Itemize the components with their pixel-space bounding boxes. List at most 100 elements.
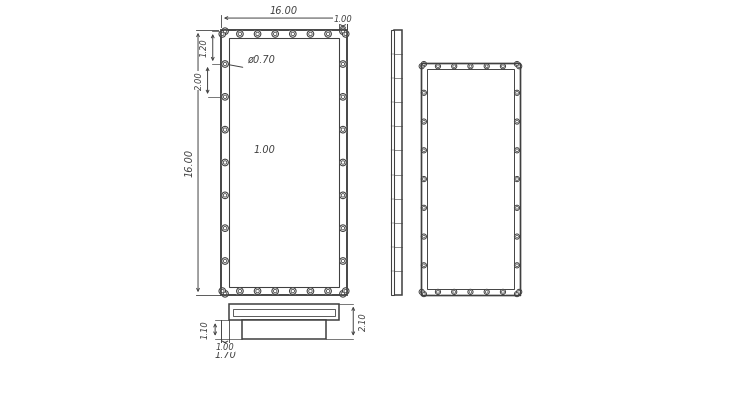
Bar [344, 28, 346, 35]
Circle shape [340, 159, 346, 166]
Circle shape [222, 291, 228, 297]
Bar [484, 293, 490, 295]
Bar [254, 293, 261, 295]
Circle shape [422, 205, 427, 211]
Circle shape [514, 176, 520, 181]
Circle shape [516, 235, 518, 238]
Bar [518, 291, 520, 297]
Bar [221, 60, 224, 68]
Circle shape [453, 65, 455, 68]
Circle shape [236, 31, 243, 37]
Bar [517, 63, 522, 65]
Circle shape [341, 226, 345, 230]
Circle shape [219, 288, 226, 295]
Circle shape [514, 90, 520, 96]
Circle shape [514, 61, 520, 66]
Circle shape [518, 65, 520, 68]
Circle shape [436, 65, 439, 68]
Circle shape [516, 120, 518, 123]
Circle shape [422, 264, 425, 267]
Circle shape [343, 31, 349, 37]
Circle shape [341, 29, 345, 33]
Circle shape [422, 63, 425, 65]
Circle shape [468, 289, 473, 295]
Bar [344, 291, 346, 297]
Bar [518, 205, 520, 211]
Bar [221, 159, 224, 166]
Bar [242, 320, 326, 339]
Circle shape [224, 226, 226, 230]
Text: 2.00: 2.00 [195, 71, 204, 90]
Circle shape [514, 205, 520, 211]
Circle shape [422, 149, 425, 152]
Circle shape [290, 31, 296, 37]
Circle shape [484, 289, 489, 295]
Circle shape [224, 259, 226, 263]
Bar [517, 293, 522, 295]
Circle shape [516, 293, 518, 295]
Bar [254, 30, 261, 33]
Bar [290, 30, 296, 33]
Bar [290, 293, 296, 295]
Circle shape [238, 289, 242, 293]
Bar [272, 30, 279, 33]
Bar [342, 293, 350, 295]
Circle shape [325, 31, 332, 37]
Circle shape [219, 31, 226, 37]
Bar [391, 30, 394, 295]
Circle shape [224, 292, 226, 296]
Bar [307, 30, 314, 33]
Text: 1.70: 1.70 [214, 350, 236, 360]
Circle shape [222, 127, 228, 133]
Bar [272, 293, 279, 295]
Circle shape [500, 64, 506, 69]
Circle shape [517, 289, 522, 295]
Bar [421, 63, 520, 295]
Circle shape [516, 63, 518, 65]
Circle shape [236, 288, 243, 295]
Circle shape [340, 258, 346, 264]
Circle shape [222, 225, 228, 232]
Bar [452, 63, 457, 65]
Circle shape [435, 64, 440, 69]
Circle shape [340, 127, 346, 133]
Circle shape [484, 64, 489, 69]
Circle shape [272, 31, 278, 37]
Circle shape [436, 291, 439, 293]
Circle shape [514, 119, 520, 124]
Bar [344, 94, 346, 100]
Bar [421, 119, 423, 124]
Circle shape [422, 293, 425, 295]
Bar [419, 63, 424, 65]
Bar [421, 63, 520, 295]
Circle shape [420, 65, 423, 68]
Circle shape [422, 61, 427, 66]
Bar [236, 293, 244, 295]
Circle shape [516, 178, 518, 180]
Circle shape [516, 264, 518, 267]
Circle shape [422, 90, 427, 96]
Circle shape [469, 65, 472, 68]
Bar [427, 69, 514, 289]
Circle shape [343, 288, 349, 295]
Circle shape [274, 289, 277, 293]
Circle shape [290, 288, 296, 295]
Circle shape [340, 94, 346, 100]
Bar [344, 126, 346, 133]
Circle shape [256, 289, 260, 293]
Bar [233, 309, 334, 316]
Circle shape [224, 128, 226, 131]
Circle shape [254, 288, 261, 295]
Bar [344, 258, 346, 264]
Bar [419, 293, 424, 295]
Bar [221, 291, 224, 297]
Circle shape [341, 62, 345, 66]
Circle shape [514, 263, 520, 268]
Bar [421, 176, 423, 182]
Bar [221, 30, 346, 295]
Circle shape [422, 92, 425, 94]
Bar [325, 30, 332, 33]
Circle shape [453, 291, 455, 293]
Circle shape [452, 64, 457, 69]
Bar [518, 263, 520, 268]
